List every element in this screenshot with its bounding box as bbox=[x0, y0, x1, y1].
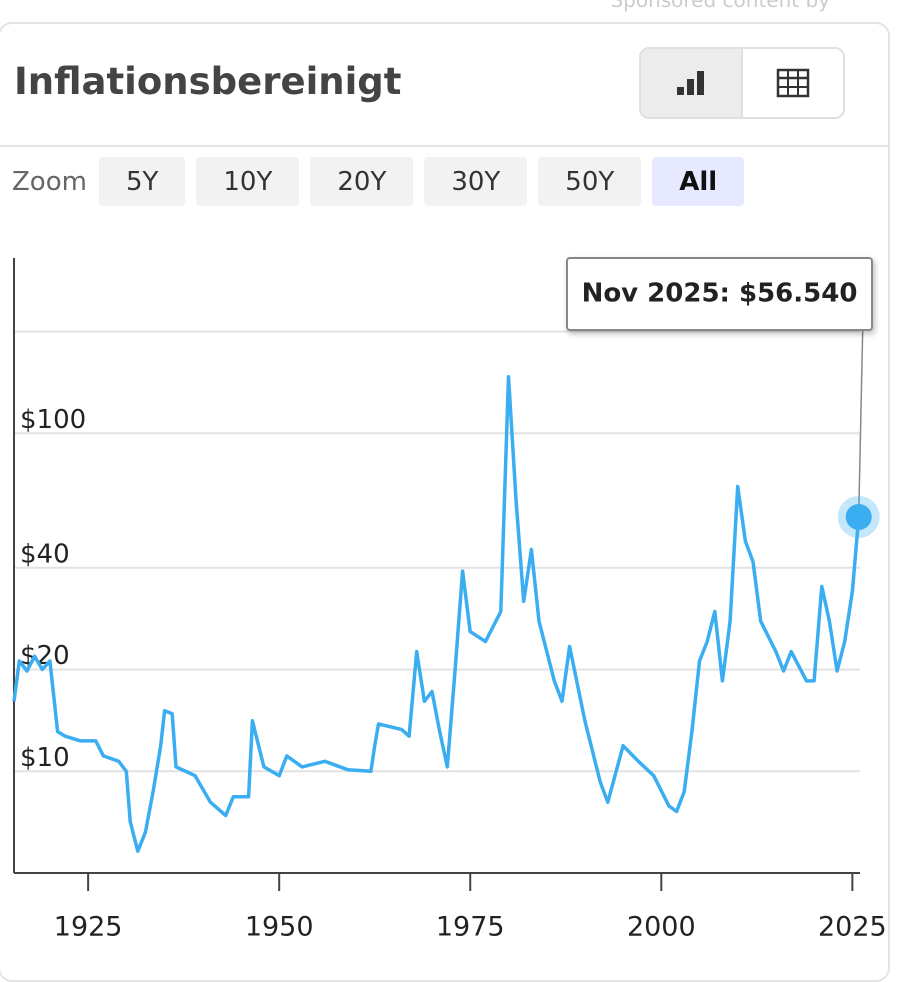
tooltip-connector bbox=[857, 329, 864, 517]
y-tick-label: $10 bbox=[20, 743, 70, 773]
zoom-button[interactable]: 10Y bbox=[196, 157, 300, 206]
x-tick-label: 1950 bbox=[245, 912, 314, 943]
title: Inflationsbereinigt bbox=[14, 60, 402, 103]
zoom-label: Zoom bbox=[12, 166, 87, 197]
zoom-bar: Zoom 5Y 10Y 20Y 30Y 50Y All bbox=[12, 157, 755, 206]
chart-icon bbox=[677, 71, 704, 95]
table-icon bbox=[776, 68, 810, 98]
zoom-button[interactable]: 5Y bbox=[98, 157, 186, 206]
point-marker bbox=[845, 503, 872, 530]
tooltip-text: Nov 2025: $56.540 bbox=[582, 279, 858, 309]
sponsor-text: Sponsored content by bbox=[610, 0, 830, 12]
zoom-button[interactable]: All bbox=[652, 157, 745, 206]
y-tick-label: $40 bbox=[20, 539, 70, 569]
zoom-button[interactable]: 20Y bbox=[310, 157, 414, 206]
tooltip-box bbox=[566, 257, 873, 331]
zoom-button[interactable]: 50Y bbox=[538, 157, 642, 206]
x-tick-label: 2000 bbox=[627, 912, 696, 943]
x-tick-label: 2025 bbox=[818, 912, 887, 943]
x-tick-label: 1925 bbox=[54, 912, 123, 943]
line bbox=[12, 374, 861, 853]
zoom-button[interactable]: 30Y bbox=[424, 157, 528, 206]
card-header: Inflationsbereinigt bbox=[0, 24, 888, 147]
table-view-button[interactable] bbox=[743, 49, 843, 117]
x-tick-label: 1975 bbox=[436, 912, 505, 943]
y-tick-label: $100 bbox=[20, 405, 86, 435]
chart-view-button[interactable] bbox=[641, 49, 743, 117]
view-toggle bbox=[639, 47, 845, 119]
card: Inflationsbereinigt bbox=[0, 22, 890, 982]
